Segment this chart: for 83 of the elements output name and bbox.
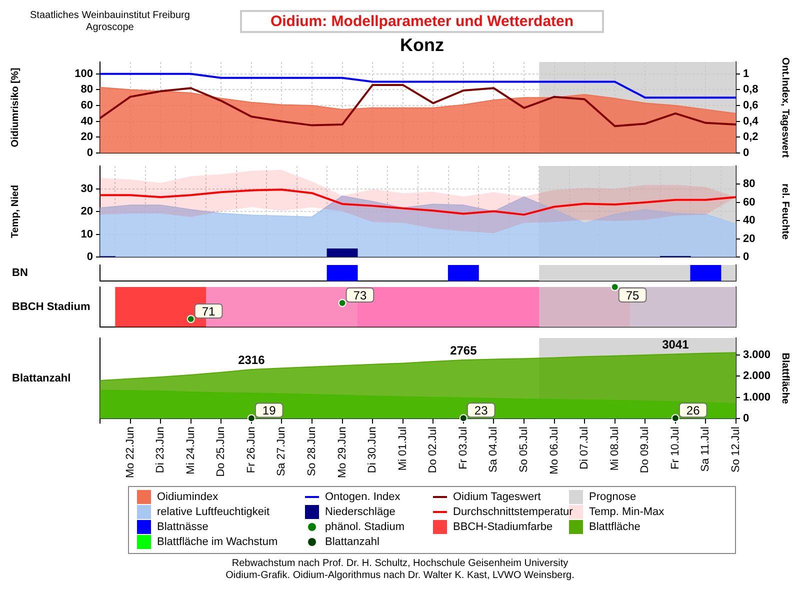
- data-label: 26: [686, 403, 700, 418]
- y2-tick-label: 0,6: [743, 100, 758, 112]
- y2-tick-label: 40: [743, 214, 756, 227]
- y2-tick-label: 80: [743, 178, 756, 190]
- y2-axis-title: rel. Feuchte: [779, 183, 790, 240]
- data-label: 2765: [450, 343, 478, 358]
- y2-tick-label: 20: [743, 232, 756, 245]
- y-tick-label: 60: [80, 100, 93, 112]
- legend-label: Blattfläche im Wachstum: [157, 536, 278, 548]
- legend-label: Blattfläche: [589, 521, 640, 533]
- x-tick-label: So 12.Jul: [730, 426, 742, 473]
- data-label: 2316: [238, 352, 266, 367]
- legend-label: relative Luftfeuchtigkeit: [157, 506, 270, 518]
- legend-label: Prognose: [589, 491, 636, 503]
- x-tick-label: Di 07.Jul: [578, 426, 591, 470]
- y-axis-title: BN: [12, 267, 28, 280]
- x-tick-label: So 28.Jun: [306, 426, 318, 476]
- x-tick-label: Fr 03.Jul: [457, 426, 470, 470]
- legend-label: Durchschnittstemperatur: [453, 506, 573, 518]
- x-tick-label: Di 23.Jun: [154, 426, 167, 474]
- chart-subtitle: Konz: [399, 34, 445, 56]
- text: Rebwachstum nach Prof. Dr. H. Schultz, Hochschule Geisenheim University: [230, 558, 570, 570]
- x-tick-label: Do 25.Jun: [215, 426, 228, 477]
- y2-tick-label: 1.000: [743, 391, 771, 404]
- x-tick-label: Mi 24.Jun: [184, 426, 197, 474]
- data-label: 71: [202, 304, 216, 318]
- y-tick-label: 20: [80, 131, 93, 144]
- data-label: 75: [626, 288, 640, 302]
- chart-title: Oidium: Modellparameter und Wetterdaten: [240, 10, 604, 33]
- x-tick-label: Sa 11.Jul: [700, 426, 712, 472]
- legend-label: phänol. Stadium: [325, 521, 404, 533]
- y2-tick-label: 3.000: [743, 349, 771, 362]
- y-axis-title: Blattanzahl: [12, 372, 71, 384]
- legend-label: Niederschläge: [325, 506, 396, 518]
- y-tick-label: 0: [86, 147, 93, 160]
- y2-tick-label: 0: [743, 251, 750, 264]
- x-tick-label: Fr 10.Jul: [669, 426, 682, 470]
- legend-label: Oidiumindex: [157, 491, 218, 503]
- y2-tick-label: 0,4: [743, 115, 760, 128]
- x-tick-label: Sa 04.Jul: [488, 426, 500, 473]
- y-tick-label: 100: [74, 68, 93, 80]
- y-axis-title: Oidiumrisiko [%]: [10, 68, 21, 148]
- y2-tick-label: 0: [743, 412, 750, 425]
- y2-tick-label: 2.000: [743, 370, 771, 382]
- y-axis-title: BBCH Stadium: [12, 301, 90, 314]
- y2-tick-label: 0: [743, 147, 750, 160]
- y2-tick-label: 60: [743, 196, 756, 208]
- y-tick-label: 80: [80, 84, 93, 96]
- x-tick-label: Do 02.Jul: [427, 426, 440, 474]
- y2-tick-label: 0,8: [743, 84, 758, 96]
- y2-tick-label: 0,2: [743, 131, 758, 144]
- y-tick-label: 30: [80, 182, 93, 195]
- y-axis-title: Temp, Nied: [10, 184, 21, 238]
- data-label: 23: [474, 403, 488, 418]
- x-tick-label: So 05.Jul: [518, 426, 530, 473]
- data-label: 19: [262, 404, 276, 418]
- x-tick-label: Mo 06.Jul: [548, 426, 560, 474]
- x-tick-label: Mo 22.Jun: [124, 426, 136, 478]
- y2-axis-title: Ont.Index, Tageswert: [779, 57, 790, 158]
- legend-label: Ontogen. Index: [325, 491, 400, 503]
- legend-label: Oidium Tageswert: [453, 491, 541, 503]
- data-label: 73: [353, 288, 367, 302]
- y-tick-label: 20: [80, 206, 93, 218]
- y-tick-label: 0: [86, 251, 93, 264]
- x-tick-label: Di 30.Jun: [366, 426, 379, 474]
- data-label: 3041: [662, 337, 690, 352]
- x-tick-label: Mi 01.Jul: [396, 426, 409, 471]
- text: Blattnässe: [157, 521, 208, 533]
- legend-label: Blattanzahl: [325, 536, 380, 548]
- x-tick-label: Mi 08.Jul: [608, 426, 621, 471]
- text: Staatliches Weinbauinstitut Freiburg: [30, 10, 190, 22]
- text: Temp. Min-Max: [589, 506, 664, 518]
- y-tick-label: 40: [80, 115, 93, 128]
- text: Agroscope: [85, 22, 135, 34]
- x-tick-label: Sa 27.Jun: [276, 426, 288, 476]
- x-tick-label: Do 09.Jul: [639, 426, 652, 474]
- x-tick-label: Fr 26.Jun: [245, 426, 258, 474]
- y2-tick-label: 1: [743, 68, 750, 80]
- y2-axis-title: Blattfläche: [779, 352, 790, 404]
- x-tick-label: Mo 29.Jun: [336, 426, 348, 478]
- text: Oidium-Grafik. Oidium-Algorithmus nach Dr. Walter K. Kast, LVWO Weinsberg.: [224, 570, 576, 582]
- legend-label: BBCH-Stadiumfarbe: [453, 521, 553, 533]
- y-tick-label: 10: [80, 228, 93, 240]
